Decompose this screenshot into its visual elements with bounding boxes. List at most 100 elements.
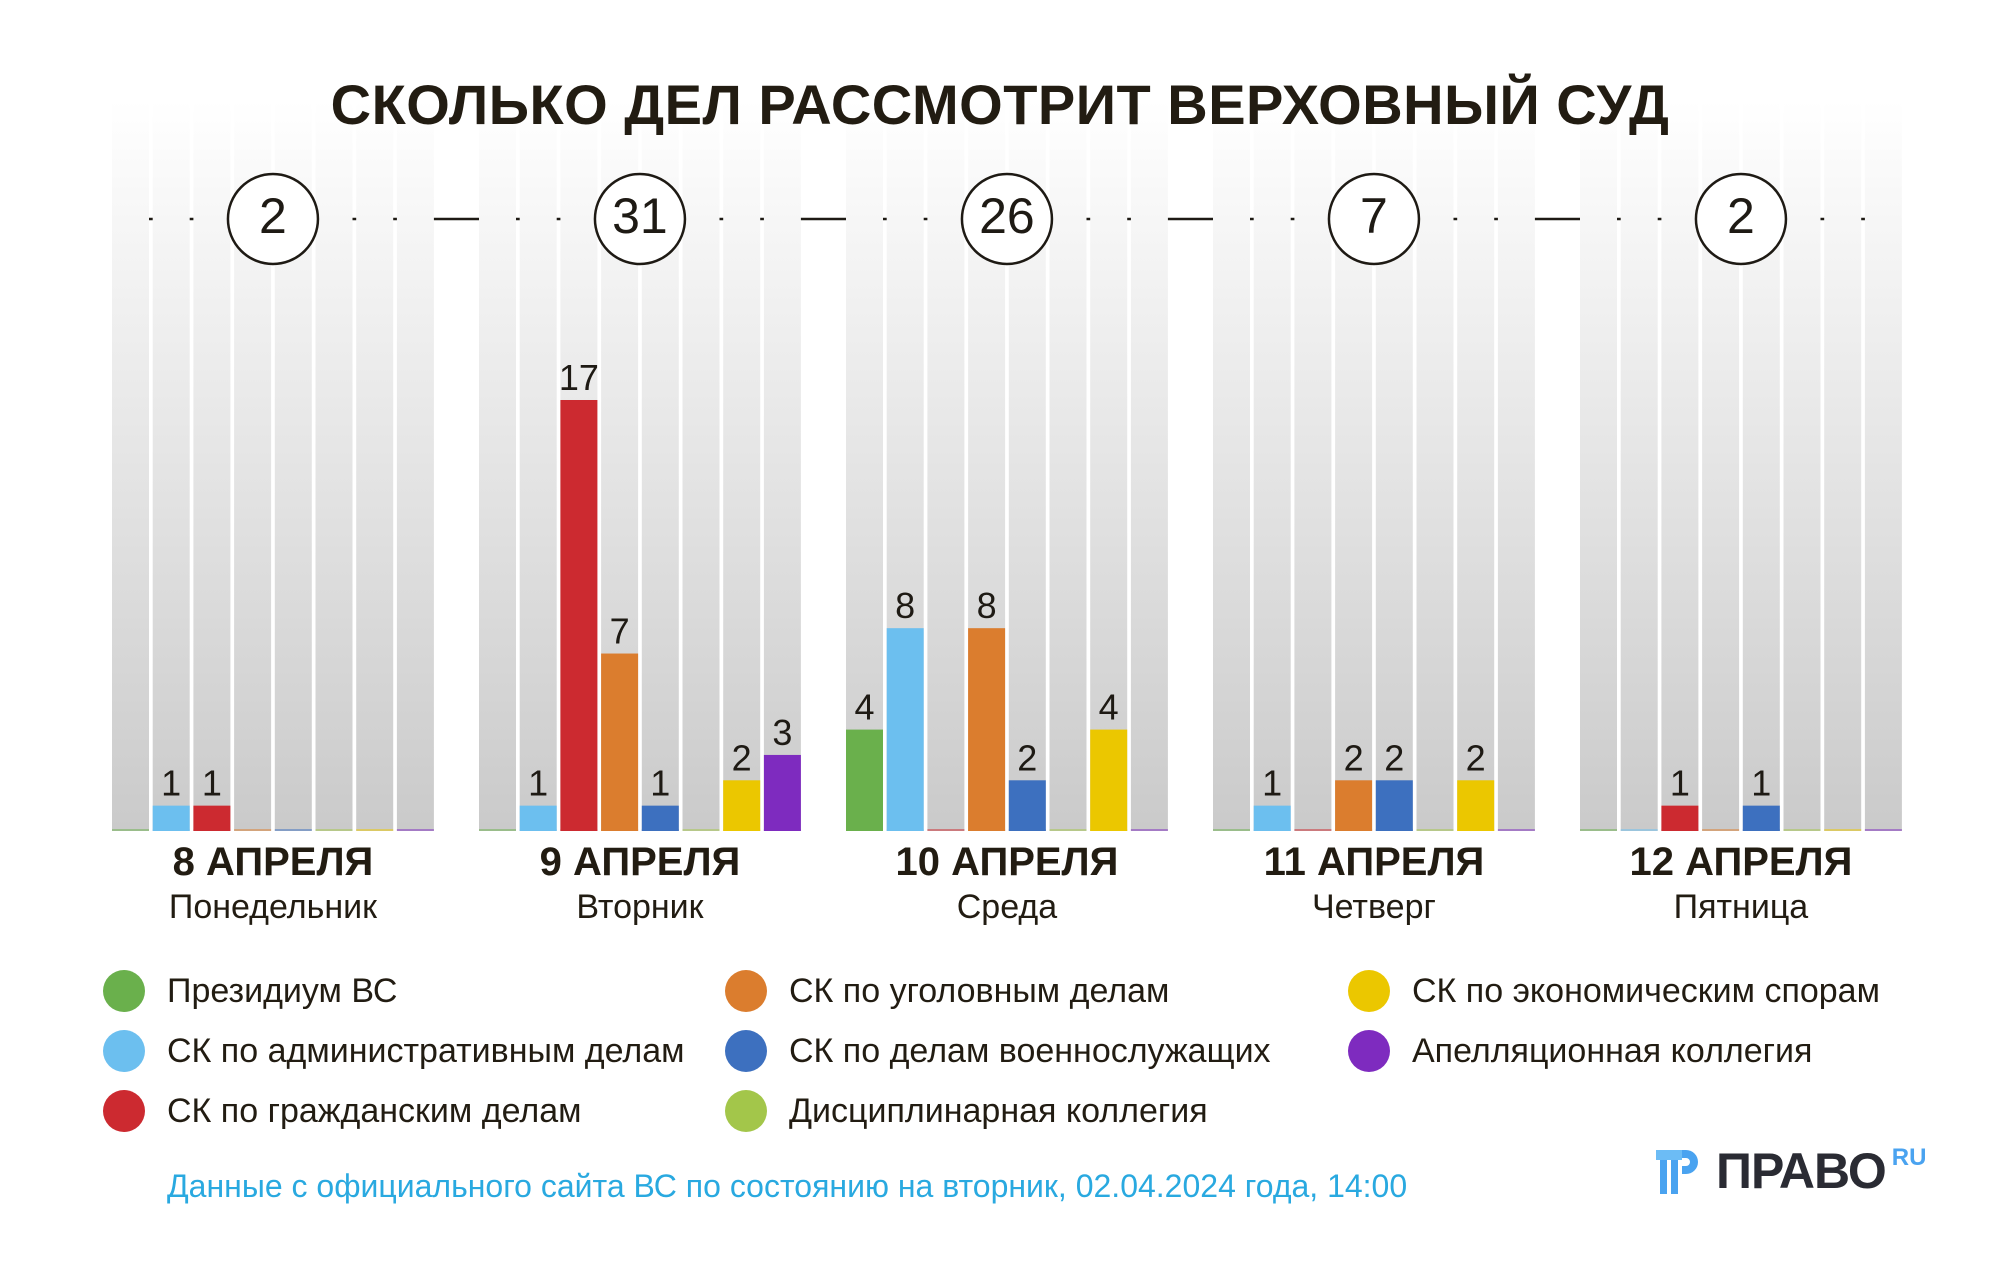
bar-value-label: 8 [895,585,915,626]
day-total-value: 7 [1360,188,1388,244]
column-background [1294,100,1332,831]
bar-value-label: 2 [1384,737,1404,778]
legend-label: СК по уголовным делам [789,971,1170,1010]
column-baseline [112,829,149,831]
column-baseline [1824,829,1862,831]
column-baseline [1580,829,1617,831]
day-total-circle [960,172,1054,266]
day-total-circle [593,172,687,266]
column-baseline [1702,829,1740,831]
day-date-label: 9 АПРЕЛЯ [539,840,741,884]
bar [968,628,1006,831]
day-date-label: 12 АПРЕЛЯ [1629,840,1853,884]
day-weekday-label: Среда [956,888,1058,926]
column-background [1580,100,1617,831]
pravo-logo-icon [1656,1150,1698,1194]
bar [1090,729,1128,831]
column-background [1253,100,1291,831]
legend-color-dot [725,970,767,1012]
day-total-circle [226,172,320,266]
legend-color-dot [103,970,145,1012]
logo-suffix: RU [1891,1144,1927,1171]
column-baseline [234,829,272,831]
day-total-circle [1694,172,1788,266]
bar-value-label: 2 [1017,737,1037,778]
column-background [682,100,720,831]
bar-value-label: 2 [732,737,752,778]
column-background [846,100,883,831]
column-background [1497,100,1535,831]
column-baseline [1783,829,1821,831]
legend-label: Президиум ВС [167,971,398,1010]
bar [886,628,924,831]
chart-title: СКОЛЬКО ДЕЛ РАССМОТРИТ ВЕРХОВНЫЙ СУД [330,73,1670,136]
column-background [1090,100,1128,831]
bar-value-label: 1 [650,763,670,804]
bar-value-label: 2 [1344,737,1364,778]
bar-value-label: 1 [161,763,181,804]
column-baseline [274,829,312,831]
bar [1742,805,1780,831]
bar [560,400,598,831]
legend-label: Дисциплинарная коллегия [789,1091,1208,1130]
pravo-ru-logo: ПРАВО RU [1656,1146,1926,1196]
legend-label: СК по экономическим спорам [1412,971,1880,1010]
bar-value-label: 7 [610,611,630,652]
column-background [1661,100,1699,831]
bar-value-label: 1 [528,763,548,804]
day-date-label: 8 АПРЕЛЯ [172,840,374,884]
bar-value-label: 3 [772,712,792,753]
day-total-value: 31 [612,188,668,244]
bar-value-label: 2 [1466,737,1486,778]
bar [1457,780,1495,831]
bar-value-label: 4 [854,687,874,728]
bar-value-label: 4 [1099,687,1119,728]
legend-item: Дисциплинарная коллегия [725,1090,1208,1132]
column-background [927,100,965,831]
day-total-value: 26 [979,188,1035,244]
bar [641,805,679,831]
day-weekday-label: Четверг [1311,888,1436,926]
bar-value-label: 1 [1262,763,1282,804]
bar-value-label: 17 [559,357,599,398]
legend-color-dot [1348,970,1390,1012]
bar [846,729,883,831]
column-baseline [1049,829,1087,831]
column-background [1049,100,1087,831]
column-baseline [927,829,965,831]
column-baseline [1497,829,1535,831]
column-background [1620,100,1658,831]
column-baseline [1620,829,1658,831]
legend-item: СК по экономическим спорам [1348,970,1880,1012]
column-background [1416,100,1454,831]
day-date-label: 11 АПРЕЛЯ [1263,840,1485,884]
legend-item: Президиум ВС [103,970,397,1012]
column-background [1824,100,1862,831]
legend-item: СК по гражданским делам [103,1090,582,1132]
column-baseline [1294,829,1332,831]
column-background [763,100,801,831]
day-total-value: 2 [259,188,287,244]
column-background [1864,100,1902,831]
column-background [315,100,353,831]
day-date-label: 10 АПРЕЛЯ [895,840,1119,884]
bar-value-label: 1 [1670,763,1690,804]
column-background [193,100,231,831]
column-baseline [315,829,353,831]
column-background [1130,100,1168,831]
column-baseline [1864,829,1902,831]
column-background [1213,100,1250,831]
column-baseline [396,829,434,831]
legend-label: Апелляционная коллегия [1412,1031,1813,1070]
legend-color-dot [103,1090,145,1132]
column-baseline [356,829,394,831]
day-total-circle [1327,172,1421,266]
column-background [396,100,434,831]
column-background [1783,100,1821,831]
bar [1008,780,1046,831]
column-background [1457,100,1495,831]
legend-item: СК по административным делам [103,1030,685,1072]
day-total-value: 2 [1727,188,1755,244]
legend-color-dot [725,1030,767,1072]
